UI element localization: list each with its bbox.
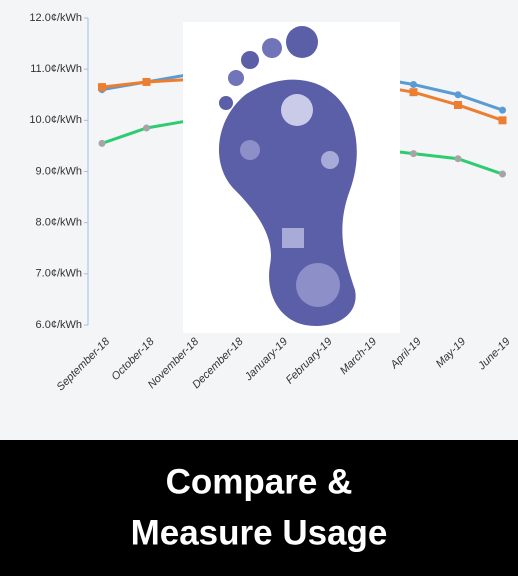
marker — [454, 155, 462, 163]
marker — [409, 88, 418, 97]
marker — [410, 81, 417, 89]
footprint — [218, 26, 357, 326]
marker — [454, 100, 462, 109]
footprint-image — [183, 22, 400, 333]
y-tick-label: 11.0¢/kWh — [30, 63, 82, 75]
y-tick-label: 8.0¢/kWh — [36, 217, 82, 229]
y-tick-label: 7.0¢/kWh — [36, 268, 82, 280]
y-tick-label: 6.0¢/kWh — [36, 319, 82, 331]
marker — [498, 116, 507, 125]
marker — [143, 124, 150, 132]
marker — [98, 139, 106, 147]
banner-text: Compare & — [166, 462, 353, 501]
marker — [499, 106, 506, 114]
marker — [454, 91, 462, 99]
y-tick-label: 10.0¢/kWh — [29, 114, 82, 126]
y-tick-label: 9.0¢/kWh — [36, 165, 82, 177]
marker — [142, 77, 151, 86]
banner — [0, 440, 518, 576]
banner-text: Measure Usage — [131, 513, 388, 552]
marker — [98, 83, 106, 92]
marker — [499, 170, 506, 178]
marker — [410, 150, 417, 158]
y-tick-label: 12.0¢/kWh — [29, 12, 82, 24]
